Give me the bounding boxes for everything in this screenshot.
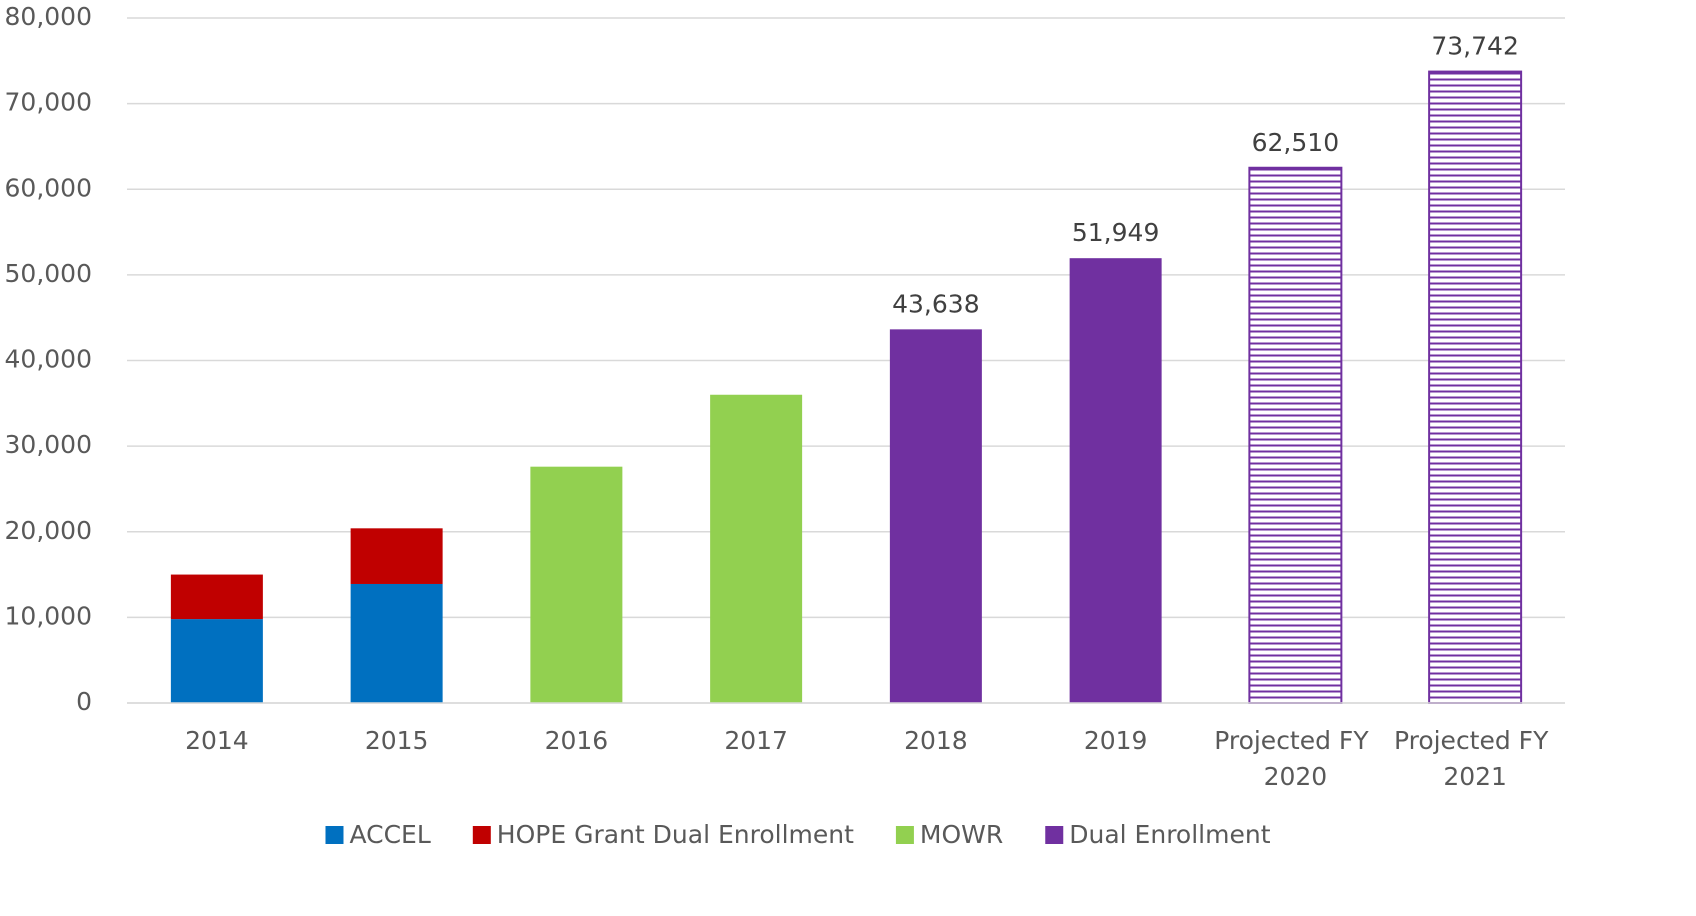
y-tick-label: 60,000 bbox=[5, 173, 92, 202]
legend-swatch bbox=[1045, 826, 1064, 844]
bar bbox=[170, 619, 263, 703]
legend-swatch bbox=[895, 826, 914, 844]
x-tick-label: 2014 bbox=[185, 726, 249, 755]
bar bbox=[1069, 258, 1162, 703]
y-tick-label: 40,000 bbox=[5, 345, 92, 374]
bar bbox=[1248, 166, 1343, 704]
data-label: 43,638 bbox=[892, 289, 979, 318]
data-label: 51,949 bbox=[1072, 218, 1159, 247]
x-tick-label: 2016 bbox=[545, 726, 609, 755]
y-tick-label: 20,000 bbox=[5, 516, 92, 545]
bar bbox=[710, 394, 803, 703]
x-tick-label: 2017 bbox=[724, 726, 788, 755]
bar bbox=[1428, 70, 1523, 705]
x-tick-label: Projected FY 2021 bbox=[1394, 726, 1556, 791]
legend-label: ACCEL bbox=[349, 820, 430, 849]
legend-label: HOPE Grant Dual Enrollment bbox=[497, 820, 854, 849]
x-tick-label: 2015 bbox=[365, 726, 429, 755]
legend-label: MOWR bbox=[920, 820, 1003, 849]
x-tick-label: 2018 bbox=[904, 726, 968, 755]
bar bbox=[530, 466, 623, 703]
y-tick-label: 0 bbox=[76, 687, 92, 716]
y-tick-label: 80,000 bbox=[5, 2, 92, 31]
x-tick-label: Projected FY 2020 bbox=[1214, 726, 1376, 791]
legend-swatch bbox=[472, 826, 491, 844]
bar bbox=[350, 583, 443, 703]
y-tick-label: 10,000 bbox=[5, 601, 92, 630]
y-tick-label: 50,000 bbox=[5, 259, 92, 288]
legend-swatch bbox=[325, 826, 344, 844]
data-label: 73,742 bbox=[1431, 32, 1518, 61]
x-tick-label: 2019 bbox=[1084, 726, 1148, 755]
y-tick-label: 70,000 bbox=[5, 88, 92, 117]
bar bbox=[350, 528, 443, 584]
bar bbox=[170, 574, 263, 620]
y-tick-label: 30,000 bbox=[5, 430, 92, 459]
bar bbox=[889, 329, 982, 703]
data-label: 62,510 bbox=[1252, 128, 1339, 157]
legend-label: Dual Enrollment bbox=[1069, 820, 1270, 849]
